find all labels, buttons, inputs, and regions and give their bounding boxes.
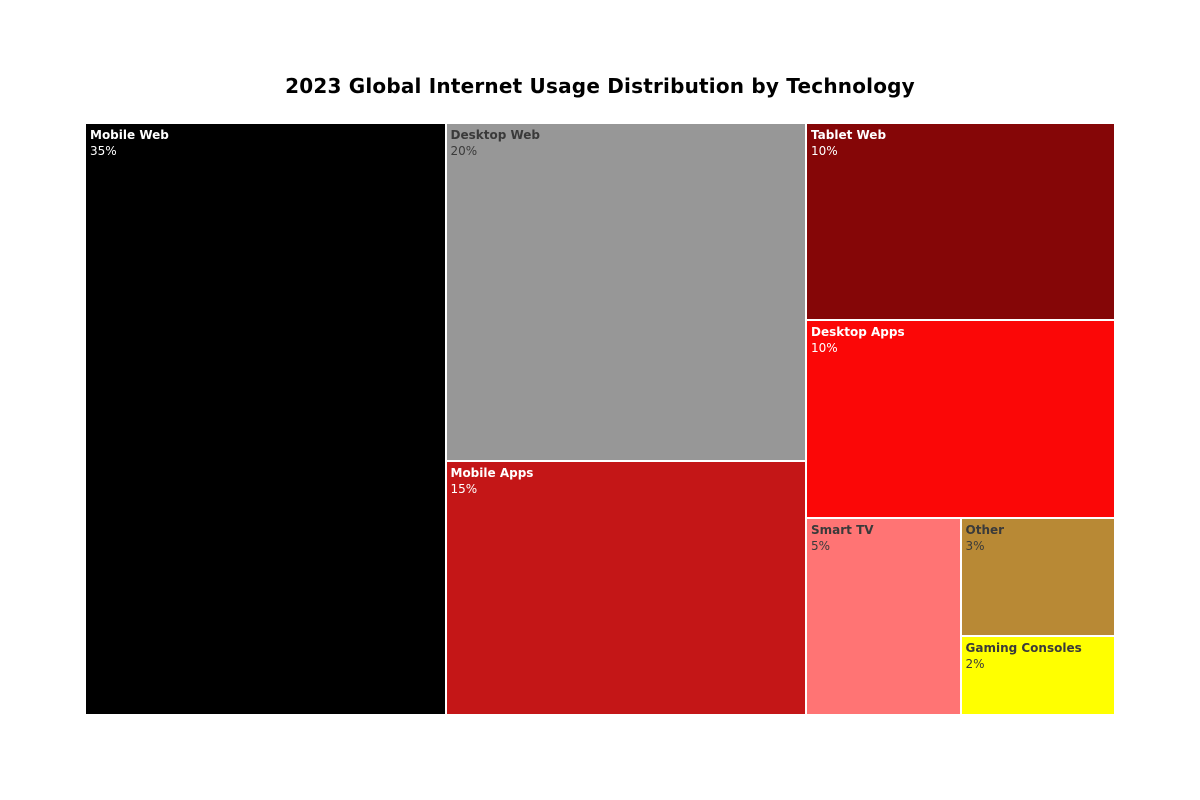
treemap-tile-gaming-consoles: Gaming Consoles 2% bbox=[960, 636, 1115, 715]
tile-value-label: 5% bbox=[811, 538, 831, 553]
tile-label: Mobile Web bbox=[90, 128, 169, 142]
treemap-tile-other: Other 3% bbox=[960, 517, 1115, 637]
tile-label: Desktop Web bbox=[450, 128, 541, 142]
treemap-tile-mobile-apps: Mobile Apps 15% bbox=[445, 461, 806, 715]
tile-label: Other bbox=[965, 522, 1005, 537]
tile-value-label: 2% bbox=[965, 657, 985, 672]
treemap-tile-tablet-web: Tablet Web 10% bbox=[806, 123, 1115, 321]
tile-label: Desktop Apps bbox=[811, 325, 905, 340]
tile-value-label: 10% bbox=[811, 144, 838, 158]
chart-title: 2023 Global Internet Usage Distribution … bbox=[285, 74, 915, 98]
tile-value-label: 10% bbox=[811, 341, 838, 356]
treemap-tile-desktop-web: Desktop Web 20% bbox=[445, 123, 806, 462]
tile-label: Smart TV bbox=[811, 522, 874, 537]
treemap-tile-smart-tv: Smart TV 5% bbox=[806, 517, 961, 715]
tile-label: Tablet Web bbox=[811, 128, 887, 142]
tile-value-label: 35% bbox=[90, 144, 117, 158]
tile-value-label: 20% bbox=[450, 144, 478, 158]
treemap-plot-area: Mobile Web 35% Desktop Web 20% Mobile Apps 15… bbox=[85, 123, 1115, 715]
treemap-tile-mobile-web: Mobile Web 35% bbox=[85, 123, 446, 715]
tile-label: Gaming Consoles bbox=[965, 641, 1082, 656]
treemap-tile-desktop-apps: Desktop Apps 10% bbox=[806, 320, 1115, 518]
tile-value-label: 15% bbox=[450, 482, 478, 497]
tile-label: Mobile Apps bbox=[450, 466, 534, 481]
tile-value-label: 3% bbox=[965, 538, 985, 553]
